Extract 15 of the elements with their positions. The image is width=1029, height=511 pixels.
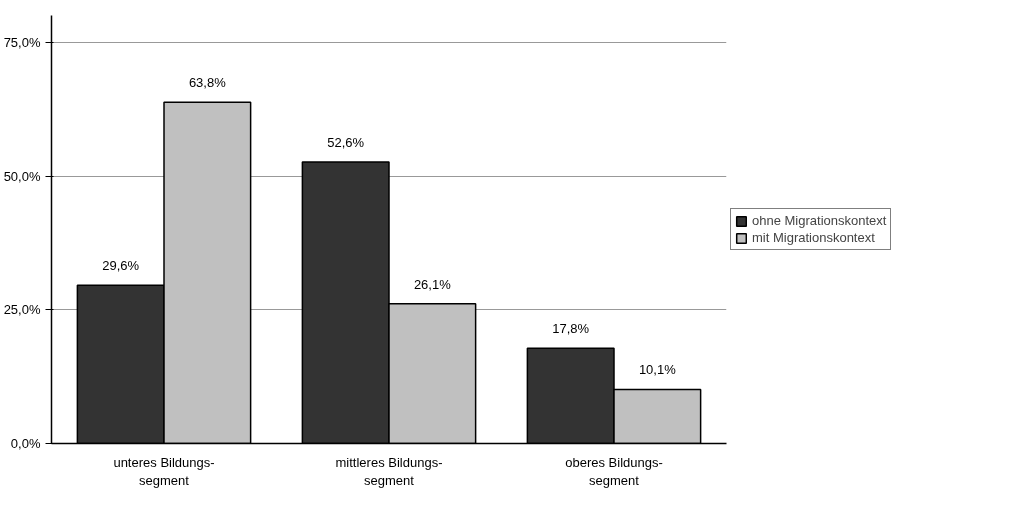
data-label: 26,1% <box>413 276 452 292</box>
data-label: 29,6% <box>102 258 140 274</box>
x-tick-label: mittleres Bildungs- segment <box>335 454 443 488</box>
x-tick-label: oberes Bildungs- segment <box>565 454 663 488</box>
y-tick-label: 0,0% <box>10 436 41 451</box>
y-tick-label: 50,0% <box>3 168 41 184</box>
y-tick-label: 75,0% <box>3 34 41 50</box>
data-label: 52,6% <box>327 135 365 151</box>
legend-label: mit Migrationskontext <box>752 230 875 245</box>
legend-label: ohne Migrationskontext <box>752 213 887 228</box>
data-label: 10,1% <box>638 362 677 378</box>
data-label: 63,8% <box>188 75 227 91</box>
data-label: 17,8% <box>552 321 590 337</box>
y-tick-label: 25,0% <box>3 302 41 318</box>
x-tick-label: unteres Bildungs- segment <box>113 454 215 488</box>
